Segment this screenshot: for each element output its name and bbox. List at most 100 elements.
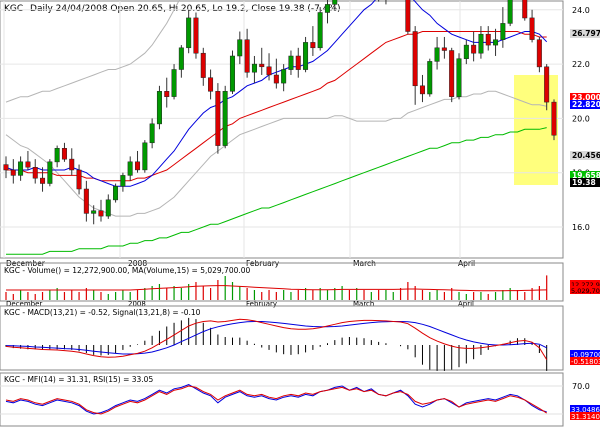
candle-body — [135, 161, 141, 171]
price-value-badge — [570, 151, 600, 160]
macd-value-labels: -0.09700-0.51803 — [570, 350, 600, 366]
macd-value-text: -0.51803 — [571, 358, 600, 366]
candle-body — [310, 42, 316, 49]
price-value-text: 20.4564 — [572, 151, 600, 160]
mfi-panel: KGC - MFI(14) = 31.31, RSI(15) = 33.05 3… — [0, 372, 600, 427]
macd-value-badge — [570, 350, 600, 358]
mfi-tick-label: 70.0 — [572, 382, 590, 391]
price-header: KGC Daily 24/04/2008 Open 20.65, Hi 20.6… — [4, 4, 341, 14]
candle-body — [441, 47, 447, 51]
candle-body — [127, 161, 133, 176]
bollinger-upper-line — [5, 0, 180, 103]
candle-body — [536, 39, 542, 68]
macd-histogram — [5, 317, 548, 371]
price-value-badge — [570, 29, 600, 38]
candle-body — [493, 39, 499, 46]
candle-body — [25, 161, 31, 168]
sma-green-line — [6, 127, 547, 255]
candle-body — [186, 17, 192, 49]
price-panel: KGC Daily 24/04/2008 Open 20.65, Hi 20.6… — [0, 0, 600, 268]
price-value-badge — [570, 178, 600, 187]
price-value-text: 26.7978 — [572, 29, 600, 38]
candle-body — [266, 66, 272, 76]
price-gridlines — [0, 1, 563, 258]
candle-body — [529, 17, 535, 40]
price-value-badge — [570, 171, 600, 180]
macd-signal-line — [5, 321, 547, 355]
candle-body — [259, 63, 265, 68]
volume-value-badge — [570, 280, 600, 288]
volume-value-labels: 12,272,9005,029,700 — [570, 280, 600, 295]
candle-body — [120, 175, 126, 187]
candle-body — [83, 188, 89, 214]
macd-panel-frame — [0, 305, 564, 371]
candle-body — [317, 12, 323, 49]
volume-panel-frame — [0, 262, 564, 302]
candle-body — [485, 33, 491, 46]
volume-x-label: March — [353, 300, 374, 308]
candle-body — [171, 69, 177, 97]
price-value-labels: 26.7978 23.000022.8204 20.4564 19.658019.38 — [570, 29, 600, 187]
candle-body — [419, 85, 425, 95]
candle-body — [98, 210, 104, 217]
macd-label: KGC - MACD(13,21) = -0.52, Signal(13,21,… — [4, 308, 201, 317]
candlesticks — [3, 0, 557, 225]
mfi-rsi-lines — [5, 384, 547, 415]
volume-value-badge — [570, 286, 600, 294]
macd-line — [5, 318, 548, 360]
candle-body — [18, 161, 24, 176]
candle-body — [456, 58, 462, 97]
candle-body — [10, 169, 16, 176]
price-tick-label: 16.0 — [572, 223, 590, 232]
candle-body — [551, 101, 557, 136]
candle-body — [208, 77, 214, 92]
candle-body — [500, 23, 506, 40]
volume-panel: KGC - Volume() = 12,272,900.00, MA(Volum… — [0, 262, 600, 308]
price-value-text: 19.38 — [572, 178, 596, 187]
price-tick-label: 20.0 — [572, 114, 590, 123]
price-header-text: Daily 24/04/2008 Open 20.65, Hi 20.65, L… — [30, 4, 341, 14]
candle-body — [427, 61, 433, 95]
candle-body — [237, 39, 243, 57]
price-value-text: 23.0000 — [572, 93, 600, 102]
mfi-value-text: 33.0486 — [571, 406, 600, 414]
macd-panel: KGC - MACD(13,21) = -0.52, Signal(13,21,… — [0, 305, 600, 371]
mfi-panel-frame — [0, 372, 564, 427]
candle-body — [507, 0, 513, 24]
candle-body — [251, 63, 257, 73]
volume-x-label: April — [458, 300, 474, 308]
candle-body — [449, 50, 455, 97]
candle-body — [113, 186, 119, 201]
volume-ma-line — [6, 285, 547, 292]
ticker-label: KGC — [4, 4, 23, 14]
candle-body — [463, 44, 469, 59]
macd-value-badge — [570, 357, 600, 365]
candle-body — [54, 148, 60, 163]
volume-x-labels: December 2008 February March April — [6, 300, 474, 308]
bollinger-lower-line — [5, 90, 547, 217]
candle-body — [149, 123, 155, 144]
candle-body — [281, 69, 287, 84]
candle-body — [471, 44, 477, 54]
candle-body — [142, 142, 148, 171]
volume-x-label: 2008 — [128, 300, 146, 308]
candle-body — [61, 148, 67, 160]
candle-body — [200, 52, 206, 78]
candle-body — [434, 47, 440, 62]
candle-body — [69, 158, 75, 171]
price-value-badge — [570, 100, 600, 109]
candle-body — [324, 4, 330, 13]
volume-ma-polyline — [6, 285, 547, 292]
candle-body — [303, 42, 309, 70]
candle-body — [40, 177, 46, 184]
highlight-box — [514, 75, 558, 185]
candle-body — [193, 17, 199, 54]
candle-body — [76, 169, 82, 190]
volume-value-text: 12,272,900 — [571, 281, 600, 289]
candle-body — [3, 164, 9, 171]
price-panel-frame — [0, 0, 564, 259]
price-tick-label: 24.0 — [572, 6, 590, 15]
volume-value-text: 5,029,700 — [571, 287, 600, 295]
